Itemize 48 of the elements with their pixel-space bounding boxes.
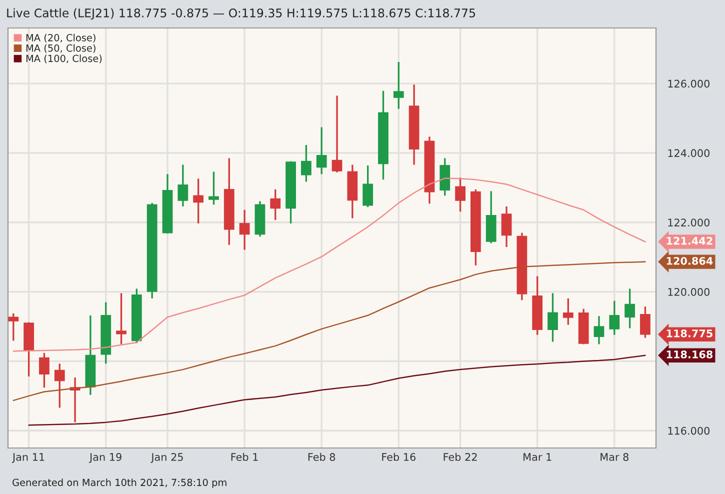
candlestick xyxy=(562,298,574,326)
candlestick xyxy=(39,352,50,388)
text: 118.775 xyxy=(666,329,712,338)
legend-label: MA (50, Close) xyxy=(26,44,96,53)
candlestick xyxy=(393,61,404,110)
x-tick-label: Jan 19 xyxy=(89,453,122,463)
candlestick xyxy=(270,188,281,221)
legend-label: MA (20, Close) xyxy=(26,34,96,43)
text: Generated on March 10th 2021, 7:58:10 pm xyxy=(12,478,226,488)
x-tick-label: Mar 8 xyxy=(600,453,628,461)
candlestick xyxy=(193,178,204,224)
chart-title: Live Cattle (LEJ21) 118.775 -0.875 — O:119.35 H:119.575 L:118.675 C:118.775 xyxy=(7,8,476,20)
x-tick-label: Feb 16 xyxy=(382,452,416,461)
line-series xyxy=(12,178,646,352)
line-series xyxy=(12,261,646,402)
text: 121.442 xyxy=(666,236,712,245)
y-tick-label: 126.000 xyxy=(668,80,710,88)
candlestick xyxy=(239,209,250,251)
text: 120.864 xyxy=(666,256,713,265)
candlestick xyxy=(594,315,604,346)
candlestick xyxy=(54,362,65,409)
y-tick-label: 124.000 xyxy=(668,149,710,158)
x-tick-label: Feb 22 xyxy=(444,452,477,461)
candlestick xyxy=(300,144,312,183)
candlestick xyxy=(332,94,342,174)
candlestick xyxy=(624,288,635,330)
candlestick xyxy=(8,312,19,342)
x-tick-label: Feb 8 xyxy=(308,452,336,461)
candlestick xyxy=(316,126,327,175)
candlestick xyxy=(640,306,650,339)
legend-label: MA (100, Close) xyxy=(26,54,102,64)
y-tick-label: 120.000 xyxy=(668,288,710,296)
candlestick xyxy=(609,300,620,336)
candlestick xyxy=(501,206,512,248)
candlestick xyxy=(208,170,219,206)
text: 118.168 xyxy=(666,350,713,358)
line-series xyxy=(28,354,646,426)
x-tick-label: Feb 1 xyxy=(231,452,258,461)
x-tick-label: Jan 11 xyxy=(12,453,44,463)
x-tick-label: Jan 25 xyxy=(150,453,183,463)
candlestick xyxy=(362,164,374,208)
y-tick-label: 122.000 xyxy=(668,218,710,226)
candlestick xyxy=(178,164,188,208)
candlestick xyxy=(455,176,466,212)
x-tick-label: Mar 1 xyxy=(524,453,552,461)
candlestick xyxy=(548,292,558,343)
candlestick xyxy=(116,292,126,346)
y-tick-label: 116.000 xyxy=(668,426,710,435)
